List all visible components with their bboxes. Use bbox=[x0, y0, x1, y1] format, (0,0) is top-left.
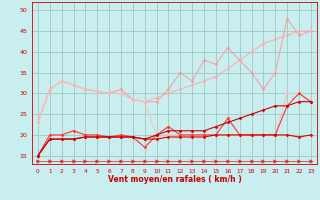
X-axis label: Vent moyen/en rafales ( km/h ): Vent moyen/en rafales ( km/h ) bbox=[108, 175, 241, 184]
